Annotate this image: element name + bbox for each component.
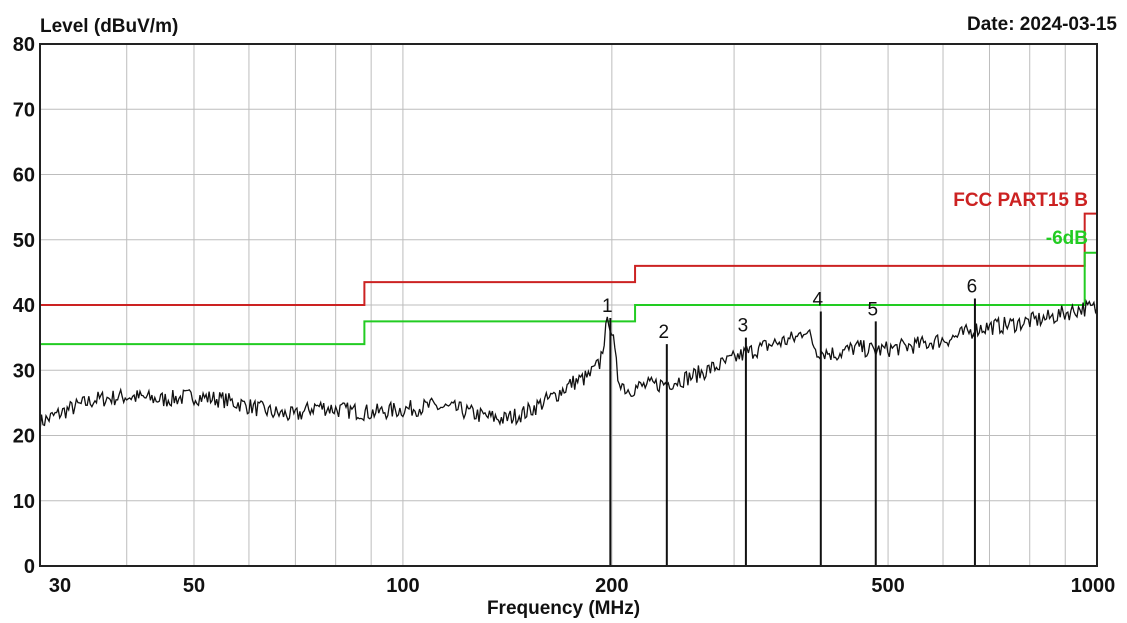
y-tick-80: 80 xyxy=(13,34,35,56)
fcc-limit-line xyxy=(40,212,1097,306)
y-axis-label: Level (dBuV/m) xyxy=(40,16,179,37)
y-tick-60: 60 xyxy=(13,165,35,187)
plot-frame xyxy=(39,43,1098,567)
trace-line xyxy=(39,298,1098,431)
x-tick-200: 200 xyxy=(595,575,628,597)
y-tick-40: 40 xyxy=(13,295,35,317)
y-tick-70: 70 xyxy=(13,99,35,121)
margin-limit-label: -6dB xyxy=(1046,228,1088,249)
marker-label-1: 1 xyxy=(602,296,613,317)
y-tick-labels: 0 10 20 30 40 50 60 70 80 xyxy=(13,34,35,578)
limit-labels: FCC PART15 B -6dB xyxy=(953,190,1088,249)
marker-label-2: 2 xyxy=(659,322,670,343)
x-axis-label: Frequency (MHz) xyxy=(486,598,641,619)
y-tick-50: 50 xyxy=(13,230,35,252)
marker-label-4: 4 xyxy=(813,290,824,311)
y-tick-20: 20 xyxy=(13,426,35,448)
y-tick-0: 0 xyxy=(24,556,35,578)
marker-label-6: 6 xyxy=(967,276,978,297)
x-tick-50: 50 xyxy=(183,575,205,597)
fcc-limit-label: FCC PART15 B xyxy=(953,190,1088,211)
marker-label-5: 5 xyxy=(867,299,878,320)
x-tick-30: 30 xyxy=(49,575,71,597)
date-label: Date: 2024-03-15 xyxy=(967,14,1117,35)
measurement-trace xyxy=(39,298,1098,431)
y-tick-30: 30 xyxy=(13,360,35,382)
x-tick-100: 100 xyxy=(386,575,419,597)
y-tick-10: 10 xyxy=(13,491,35,513)
peak-markers: 1 2 3 4 5 6 xyxy=(602,276,977,566)
x-tick-500: 500 xyxy=(871,575,904,597)
limit-lines xyxy=(40,212,1097,346)
x-tick-1000: 1000 xyxy=(1071,575,1116,597)
margin-limit-line xyxy=(40,251,1097,346)
marker-label-3: 3 xyxy=(738,316,749,337)
x-tick-labels: 30 50 100 200 500 1000 xyxy=(49,575,1115,597)
